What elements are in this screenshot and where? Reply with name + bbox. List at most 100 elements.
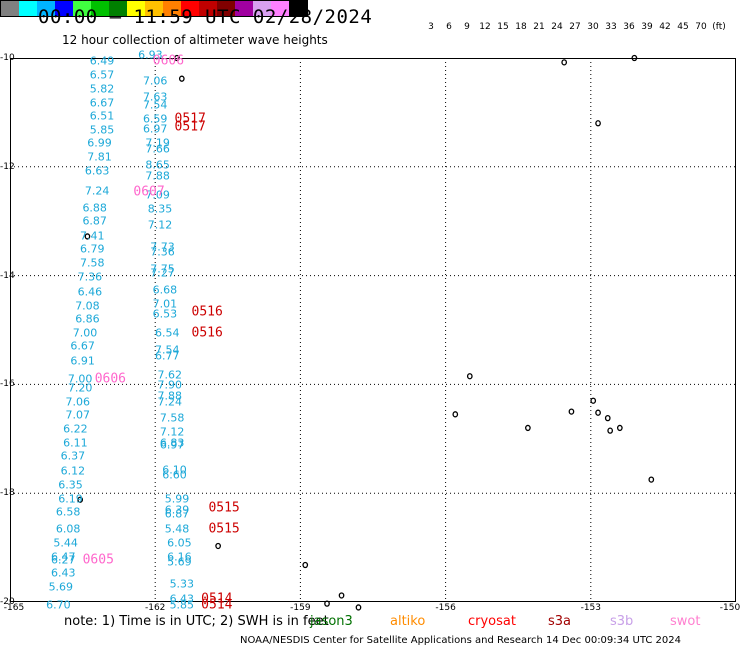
- swh-value: 5.82: [89, 82, 115, 96]
- island-outline: [355, 604, 362, 611]
- longitude-label: -159: [290, 603, 311, 613]
- legend-label: 33: [605, 22, 617, 32]
- legend-label: 18: [515, 22, 527, 32]
- legend-label: 70: [695, 22, 707, 32]
- pass-time-label: 0514: [201, 591, 233, 607]
- swh-value: 7.54: [142, 98, 168, 112]
- swh-value: 6.11: [63, 436, 88, 450]
- swh-value: 7.20: [67, 381, 93, 395]
- swh-value: 6.93: [138, 48, 163, 62]
- swh-value: 7.07: [65, 408, 91, 422]
- swh-value: 6.59: [142, 112, 168, 126]
- pass-time-label: 0516: [191, 304, 223, 320]
- legend-label: 12: [479, 22, 491, 32]
- legend-label: 39: [641, 22, 653, 32]
- swh-value: 7.08: [75, 299, 100, 313]
- swh-value: 6.39: [164, 503, 190, 517]
- latitude-label: -16: [0, 379, 15, 390]
- footer-note: note: 1) Time is in UTC; 2) SWH is in fe…: [64, 614, 329, 629]
- pass-time-label: 0514: [201, 597, 233, 613]
- color-legend: [0, 0, 308, 17]
- island-outline: [561, 59, 568, 66]
- swh-value: 6.83: [159, 436, 185, 450]
- swh-value: 6.88: [82, 201, 107, 215]
- legend-label: 21: [533, 22, 545, 32]
- satellite-label: swot: [670, 614, 701, 629]
- swh-value: 6.53: [152, 307, 178, 321]
- swh-value: 7.63: [142, 90, 168, 104]
- island-outline: [607, 427, 614, 434]
- legend-label: 9: [464, 22, 470, 32]
- swh-value: 8.65: [145, 158, 170, 172]
- swh-value: 6.22: [63, 422, 88, 436]
- swh-value: 6.99: [87, 136, 112, 150]
- swh-value: 7.58: [80, 256, 105, 270]
- legend-swatch: [163, 1, 181, 16]
- longitude-label: -153: [580, 603, 602, 613]
- legend-swatch: [109, 1, 127, 16]
- legend-swatch: [199, 1, 217, 16]
- swh-value: 6.19: [58, 492, 83, 506]
- legend-label: 15: [497, 22, 509, 32]
- swh-value: 6.05: [167, 536, 192, 550]
- swh-value: 6.35: [58, 478, 83, 492]
- swh-value: 7.24: [157, 395, 182, 409]
- map-subtitle: 12 hour collection of altimeter wave hei…: [62, 33, 328, 47]
- legend-swatch: [1, 1, 19, 16]
- swh-value: 7.27: [150, 266, 175, 280]
- swh-value: 6.37: [60, 449, 86, 463]
- swh-value: 6.08: [55, 522, 81, 536]
- swh-value: 7.36: [150, 245, 175, 259]
- swh-value: 6.86: [75, 312, 100, 326]
- longitude-label: -156: [435, 603, 456, 613]
- legend-swatch: [37, 1, 55, 16]
- swh-value: 6.47: [50, 550, 76, 564]
- swh-value: 6.70: [46, 598, 71, 612]
- swh-value: 7.54: [155, 343, 180, 357]
- latitude-label: -10: [0, 53, 15, 63]
- island-outline: [215, 542, 221, 550]
- pass-time-label: 0607: [133, 184, 165, 200]
- longitude-label: -162: [144, 603, 166, 613]
- swh-value: 6.46: [77, 285, 103, 299]
- swh-value: 6.97: [159, 438, 185, 452]
- legend-swatch: [289, 1, 307, 16]
- island-outline: [525, 424, 531, 432]
- swh-value: 6.10: [162, 463, 187, 477]
- swh-value: 6.54: [155, 326, 180, 340]
- swh-value: 6.67: [89, 96, 115, 110]
- swh-value: 6.68: [152, 283, 178, 297]
- swh-value: 6.49: [89, 54, 115, 68]
- swh-value: 5.69: [167, 555, 192, 569]
- legend-label: (ft): [712, 22, 726, 32]
- pass-time-label: 0606: [152, 53, 185, 69]
- swh-value: 5.44: [53, 536, 78, 550]
- swh-value: 7.88: [145, 169, 170, 183]
- swh-value: 5.85: [169, 598, 195, 612]
- island-outline: [466, 373, 473, 380]
- swh-value: 6.87: [82, 214, 107, 228]
- swh-value: 7.12: [147, 218, 173, 232]
- swh-value: 6.91: [70, 354, 95, 368]
- island-outline: [174, 54, 180, 62]
- island-outline: [648, 476, 655, 483]
- swh-value: 6.87: [164, 507, 190, 521]
- island-outline: [452, 411, 459, 418]
- swh-value: 6.58: [55, 505, 81, 519]
- swh-value: 7.88: [157, 389, 182, 403]
- swh-value: 7.36: [77, 270, 103, 284]
- legend-label: 42: [659, 22, 671, 32]
- island-outline: [77, 496, 84, 503]
- swh-value: 7.41: [80, 229, 105, 243]
- legend-label: 27: [569, 22, 581, 32]
- legend-swatch: [55, 1, 73, 16]
- legend-swatch: [271, 1, 289, 16]
- pass-time-label: 0515: [208, 500, 240, 516]
- swh-value: 7.06: [142, 74, 168, 88]
- legend-swatch: [127, 1, 145, 16]
- legend-swatch: [253, 1, 271, 16]
- swh-value: 6.43: [50, 566, 76, 580]
- latitude-label: -12: [0, 161, 15, 172]
- legend-swatch: [91, 1, 109, 16]
